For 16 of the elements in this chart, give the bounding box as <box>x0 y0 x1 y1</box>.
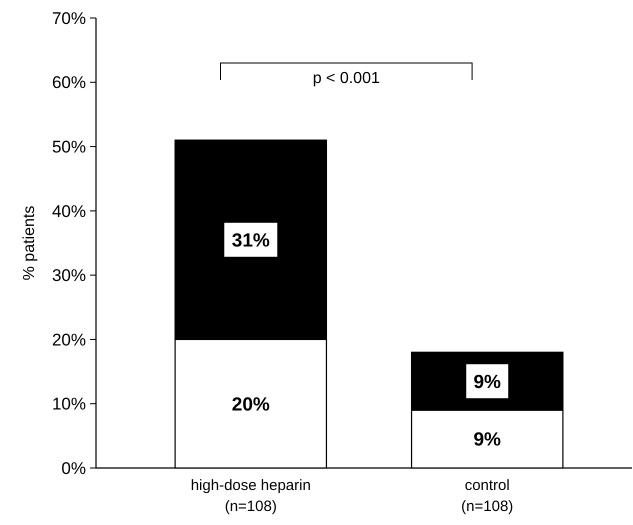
y-axis-title: % patients <box>21 206 38 280</box>
x-tick-label: high-dose heparin (n=108) <box>190 477 311 515</box>
annotation: p < 0.001 <box>312 70 380 87</box>
y-tick-label: 50% <box>52 138 86 157</box>
y-tick-label: 10% <box>52 394 86 414</box>
y-tick-label: 60% <box>52 73 86 92</box>
data-label: 31% <box>232 230 270 252</box>
y-tick-label: 40% <box>52 202 86 221</box>
data-label: 9% <box>473 372 502 393</box>
y-tick-label: 70% <box>52 8 86 28</box>
y-tick-label: 20% <box>52 330 86 350</box>
y-tick-label: 0% <box>61 458 86 478</box>
data-label: 20% <box>232 394 270 416</box>
x-tick-label: control (n=108) <box>461 477 514 515</box>
data-label: 9% <box>473 430 502 451</box>
y-tick-label: 30% <box>52 266 86 286</box>
